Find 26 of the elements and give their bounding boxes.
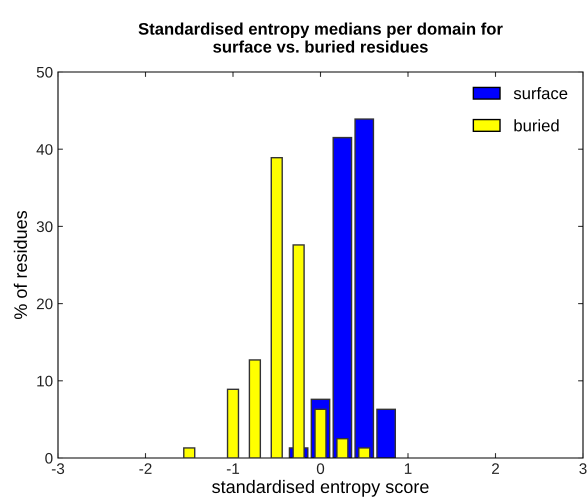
x-tick-label: -2 [139, 463, 152, 474]
chart-title: Standardised entropy medians per domain for surface vs. buried residues [138, 22, 503, 53]
bar [354, 118, 374, 458]
legend-label: buried [514, 119, 559, 132]
x-tick-label: -3 [52, 463, 64, 474]
y-tick-label: 0 [45, 452, 53, 464]
x-tick-label: 3 [579, 463, 587, 474]
x-tick-label: 0 [316, 463, 324, 474]
y-tick-label: 50 [36, 66, 53, 78]
x-axis-title: standardised entropy score [212, 480, 429, 497]
y-tick-label: 30 [36, 221, 53, 232]
y-tick-label: 10 [37, 376, 53, 386]
y-axis-title: % of residues [14, 210, 28, 320]
bar [248, 359, 262, 458]
bar [292, 244, 305, 458]
x-tick-label: 2 [492, 463, 499, 474]
x-tick-label: 1 [404, 463, 412, 474]
bar [226, 388, 240, 458]
legend-label: surface [514, 87, 568, 100]
y-tick-label: 40 [36, 144, 53, 155]
bar [376, 408, 396, 458]
bar [270, 156, 283, 458]
bar [183, 447, 196, 458]
bar [332, 136, 352, 458]
y-tick-label: 20 [36, 298, 53, 310]
x-tick-label: -1 [226, 463, 240, 474]
